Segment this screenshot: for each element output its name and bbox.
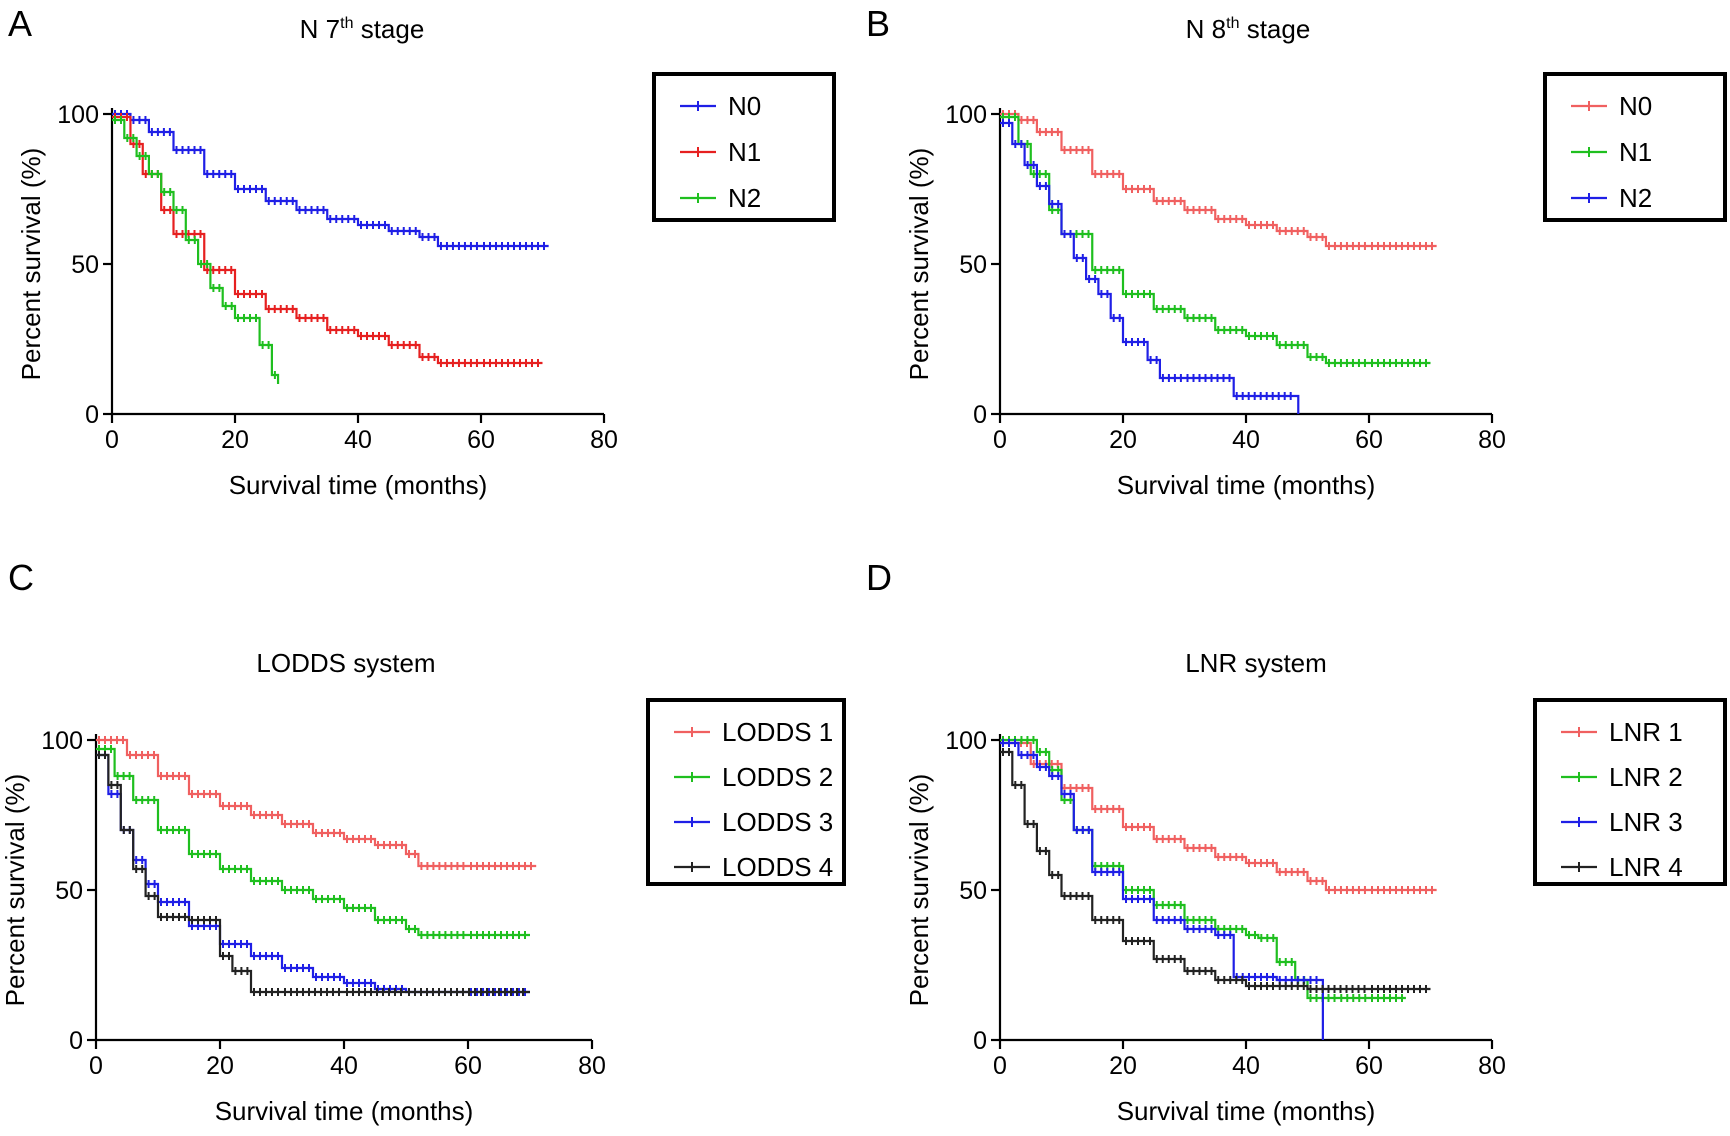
x-axis-label: Survival time (months) (229, 470, 488, 500)
y-tick-label: 100 (41, 727, 83, 755)
y-tick-label: 0 (973, 401, 987, 429)
chart-title-main: LNR system (1185, 648, 1327, 678)
x-tick-label: 60 (1355, 1052, 1383, 1080)
series-line-2 (1000, 121, 1300, 414)
panel-c: C LODDS system 0 20 40 60 80 0 50 100 Survival tim… (0, 557, 846, 1126)
y-axis-label: Percent survival (%) (904, 148, 934, 381)
legend-label: LNR 3 (1609, 807, 1683, 837)
chart-title-main: N 7 (300, 14, 340, 44)
legend-label: N1 (1619, 137, 1652, 167)
legend-box (1533, 698, 1727, 886)
x-tick-label: 20 (1109, 426, 1137, 454)
legend-label: LNR 1 (1609, 717, 1683, 747)
x-tick-label: 60 (454, 1052, 482, 1080)
legend-box (1543, 72, 1727, 222)
legend-label: LODDS 1 (722, 717, 833, 747)
legend: N0 N1 N2 (1543, 72, 1727, 222)
series-line-3 (96, 753, 530, 994)
panel-letter: B (866, 3, 890, 44)
series-line-0 (1000, 112, 1437, 248)
chart-title: N 7th stage (300, 14, 425, 44)
chart-title-suffix: stage (353, 14, 424, 44)
legend-label: N0 (728, 91, 761, 121)
panel-letter: A (8, 3, 32, 44)
series-line-2 (96, 753, 530, 994)
x-tick-label: 80 (590, 426, 618, 454)
x-axis-label: Survival time (months) (1117, 1096, 1376, 1126)
panel-a: A N 7th stage 0 20 40 60 80 0 50 100 Survival time… (8, 3, 836, 500)
legend: LNR 1 LNR 2 LNR 3 LNR 4 (1533, 698, 1727, 886)
y-tick-label: 100 (945, 727, 987, 755)
x-tick-label: 20 (221, 426, 249, 454)
legend-box (646, 698, 846, 886)
chart-title-main: LODDS system (256, 648, 435, 678)
x-tick-label: 0 (89, 1052, 103, 1080)
x-tick-label: 20 (206, 1052, 234, 1080)
legend: LODDS 1 LODDS 2 LODDS 3 LODDS 4 (646, 698, 846, 886)
chart-title-superscript: th (1226, 15, 1239, 32)
x-tick-label: 0 (993, 1052, 1007, 1080)
x-axis-label: Survival time (months) (215, 1096, 474, 1126)
legend-label: LODDS 4 (722, 852, 833, 882)
legend-label: LODDS 3 (722, 807, 833, 837)
y-axis-label: Percent survival (%) (904, 774, 934, 1007)
y-axis-label: Percent survival (%) (16, 148, 46, 381)
legend-label: N1 (728, 137, 761, 167)
legend-box (652, 72, 836, 222)
x-tick-label: 60 (1355, 426, 1383, 454)
chart-title-main: N 8 (1186, 14, 1226, 44)
chart-title: N 8th stage (1186, 14, 1311, 44)
series-line-0 (1000, 741, 1437, 892)
panel-letter: D (866, 557, 892, 598)
chart-title-suffix: stage (1239, 14, 1310, 44)
y-tick-label: 50 (959, 251, 987, 279)
legend-label: LNR 2 (1609, 762, 1683, 792)
x-axis-label: Survival time (months) (1117, 470, 1376, 500)
series-line-0 (112, 112, 549, 248)
y-tick-label: 50 (55, 877, 83, 905)
x-tick-label: 80 (1478, 1052, 1506, 1080)
legend-label: N0 (1619, 91, 1652, 121)
y-tick-label: 0 (85, 401, 99, 429)
x-tick-label: 0 (105, 426, 119, 454)
chart-title: LODDS system (256, 648, 435, 678)
chart-title: LNR system (1185, 648, 1327, 678)
y-tick-label: 100 (57, 101, 99, 129)
x-tick-label: 40 (1232, 426, 1260, 454)
panel-b: B N 8th stage 0 20 40 60 80 0 50 100 Survival time… (866, 3, 1727, 500)
y-tick-label: 100 (945, 101, 987, 129)
series-line-2 (112, 118, 280, 384)
x-tick-label: 40 (1232, 1052, 1260, 1080)
y-axis-label: Percent survival (%) (0, 774, 30, 1007)
x-tick-label: 80 (1478, 426, 1506, 454)
legend-label: N2 (728, 183, 761, 213)
x-tick-label: 60 (467, 426, 495, 454)
series-line-2 (1000, 741, 1324, 1040)
x-tick-label: 40 (344, 426, 372, 454)
x-tick-label: 40 (330, 1052, 358, 1080)
legend-label: LNR 4 (1609, 852, 1683, 882)
legend-label: N2 (1619, 183, 1652, 213)
series-line-1 (1000, 738, 1406, 1000)
y-tick-label: 0 (973, 1027, 987, 1055)
x-tick-label: 0 (993, 426, 1007, 454)
series-line-1 (1000, 115, 1431, 365)
x-tick-label: 20 (1109, 1052, 1137, 1080)
panel-d: D LNR system 0 20 40 60 80 0 50 100 Survival time … (866, 557, 1727, 1126)
legend-label: LODDS 2 (722, 762, 833, 792)
x-tick-label: 80 (578, 1052, 606, 1080)
y-tick-label: 50 (959, 877, 987, 905)
y-tick-label: 0 (69, 1027, 83, 1055)
chart-title-superscript: th (340, 15, 353, 32)
legend: N0 N1 N2 (652, 72, 836, 222)
series-line-0 (96, 738, 537, 868)
y-tick-label: 50 (71, 251, 99, 279)
panel-letter: C (8, 557, 34, 598)
